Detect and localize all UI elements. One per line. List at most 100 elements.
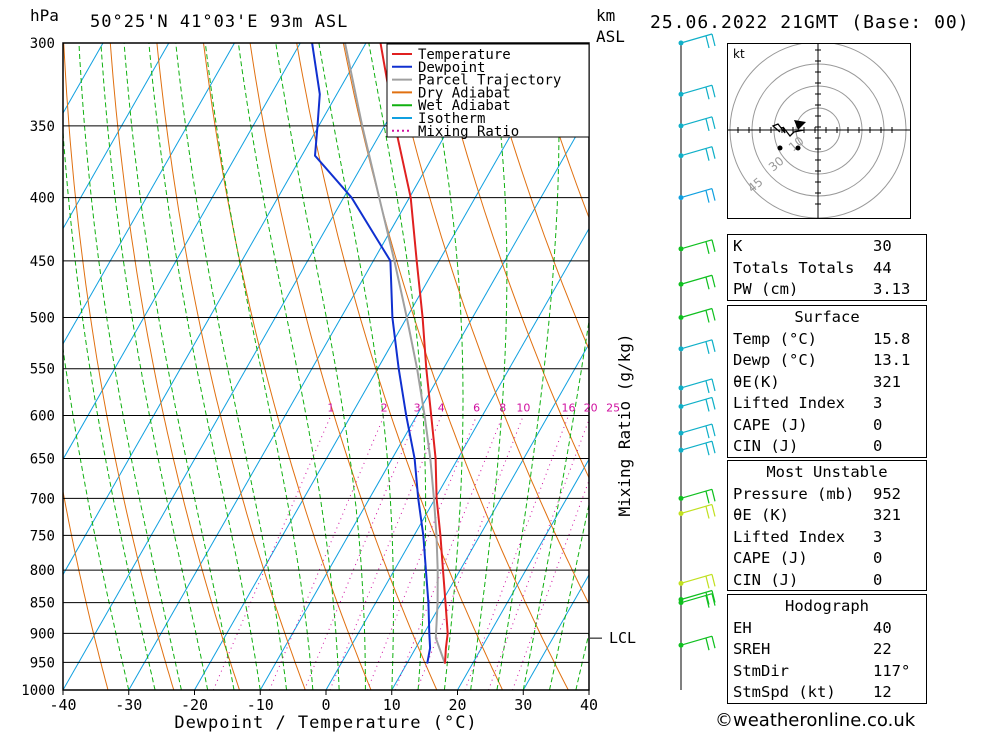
general-indices-table: K 30 Totals Totals 44 PW (cm) 3.13 xyxy=(727,234,927,301)
pressure-tick-label: 650 xyxy=(30,452,55,468)
index-label: θE(K) xyxy=(733,372,780,391)
wind-barb-feather xyxy=(711,188,716,201)
mixing-ratio-label: 25 xyxy=(606,401,620,414)
general-index-row: Totals Totals 44 xyxy=(728,257,926,279)
wind-barb-shaft xyxy=(680,573,713,584)
wet-adiabat-line xyxy=(575,630,589,690)
isotherm-line xyxy=(655,43,720,690)
mixing-ratio-label: 16 xyxy=(561,401,575,414)
mixing-ratio-line xyxy=(512,479,589,690)
mixing-ratio-line xyxy=(367,415,478,690)
temperature-tick-label: 40 xyxy=(580,696,598,714)
wind-barb-feather xyxy=(705,118,710,131)
hodograph-index-row: SREH 22 xyxy=(728,638,926,660)
wet-adiabat-line xyxy=(175,43,288,690)
km-label: km xyxy=(596,6,616,25)
legend-label: Isotherm xyxy=(418,111,485,127)
pressure-tick-label: 900 xyxy=(30,626,55,642)
wind-barb-feather xyxy=(711,339,716,352)
wet-adiabat-line xyxy=(368,43,427,690)
dry-adiabat-line xyxy=(436,43,589,479)
dry-adiabat-line xyxy=(63,488,109,690)
hodograph-point xyxy=(777,145,783,151)
wet-adiabat-line xyxy=(204,43,314,690)
surface-indices-table: Surface Temp (°C) 15.8 Dewp (°C) 13.1 θE(K) 32… xyxy=(727,305,927,458)
wind-barb-shaft xyxy=(680,503,713,515)
pressure-tick-label: 400 xyxy=(30,191,55,207)
wind-barb-shaft xyxy=(680,307,713,319)
mixing-ratio-labels: 1 2 3 4 6 8 10 16 20 25 xyxy=(327,401,620,414)
isotherm-line xyxy=(63,43,367,576)
mixing-ratio-line xyxy=(269,415,385,690)
index-label: Pressure (mb) xyxy=(733,484,855,503)
wind-barb-feather xyxy=(711,85,716,98)
wind-barb-feather xyxy=(705,87,710,100)
credit-text: ©weatheronline.co.uk xyxy=(715,710,916,731)
pressure-tick-label: 1000 xyxy=(21,683,55,699)
wind-barb-shaft xyxy=(680,396,713,408)
wind-barb-feather xyxy=(711,574,716,587)
index-value: 952 xyxy=(873,484,901,503)
wind-barb-feather xyxy=(705,35,710,49)
mixing-ratio-axis-label: Mixing Ratio (g/kg) xyxy=(615,333,634,516)
dry-adiabat-line xyxy=(716,43,720,690)
mixing-ratio-label: 1 xyxy=(327,401,334,414)
hodograph-panel: kt 10 30 45 xyxy=(727,43,911,219)
wind-barb-feather xyxy=(705,595,710,608)
index-label: K xyxy=(733,237,743,255)
index-label: CIN (J) xyxy=(733,570,799,589)
index-value: 0 xyxy=(873,415,883,434)
index-label: CIN (J) xyxy=(733,437,799,455)
index-label: CAPE (J) xyxy=(733,415,808,434)
index-value: 0 xyxy=(873,549,883,567)
surface-index-row: θE(K) 321 xyxy=(728,371,926,393)
hodograph-point xyxy=(795,145,801,151)
wet-adiabat-line xyxy=(100,43,209,690)
index-value: 0 xyxy=(873,437,883,455)
isotherm-line xyxy=(325,227,589,690)
wind-barb-shaft xyxy=(680,239,713,250)
pressure-unit-label: hPa xyxy=(30,6,59,25)
temperature-tick-label: 30 xyxy=(514,696,532,714)
surface-index-row: Dewp (°C) 13.1 xyxy=(728,349,926,371)
wind-barb-shaft xyxy=(680,593,713,604)
legend-label: Temperature xyxy=(418,47,511,63)
wind-barb-feather xyxy=(705,592,710,605)
wind-barb-feather xyxy=(711,423,716,437)
pressure-tick-label: 350 xyxy=(30,119,55,135)
dry-adiabat-line xyxy=(296,43,503,690)
index-value: 117° xyxy=(873,661,911,680)
surface-index-row: CIN (J) 0 xyxy=(728,435,926,457)
index-value: 40 xyxy=(873,618,892,637)
wind-barb-feather xyxy=(711,593,716,606)
surface-index-row: Lifted Index 3 xyxy=(728,392,926,414)
dry-adiabat-line xyxy=(575,43,589,83)
pressure-tick-label: 700 xyxy=(30,491,55,507)
mixing-ratio-label: 10 xyxy=(516,401,530,414)
isotherm-line xyxy=(588,688,589,690)
wind-barb-feather xyxy=(705,241,710,254)
temperature-tick-label: 20 xyxy=(448,696,466,714)
location-title: 50°25'N 41°03'E 93m ASL xyxy=(90,12,349,32)
asl-label: ASL xyxy=(596,27,625,46)
wind-barb-feather xyxy=(705,491,710,504)
wind-barb-feather xyxy=(705,310,710,323)
wind-barb-shaft xyxy=(680,274,713,285)
hodograph-indices-table: Hodograph EH 40 SREH 22 StmDir 117° StmSpd (kt)… xyxy=(727,594,927,704)
axes: 3003504004505005506006507007508008509009… xyxy=(21,36,636,733)
index-label: StmSpd (kt) xyxy=(733,683,836,701)
most-unstable-row: CAPE (J) 0 xyxy=(728,547,926,569)
index-value: 22 xyxy=(873,640,892,658)
wind-barb-column xyxy=(678,33,716,690)
surface-index-row: CAPE (J) 0 xyxy=(728,414,926,436)
wind-barb-feather xyxy=(711,308,716,321)
wind-barb-feather xyxy=(705,148,710,161)
wind-barb-feather xyxy=(711,33,716,47)
index-label: StmDir xyxy=(733,661,789,680)
wet-adiabat-line xyxy=(237,43,340,690)
wind-barb-feather xyxy=(705,399,710,412)
isotherm-line xyxy=(63,43,433,690)
dry-adiabat-line xyxy=(203,43,372,690)
index-value: 13.1 xyxy=(873,351,911,369)
